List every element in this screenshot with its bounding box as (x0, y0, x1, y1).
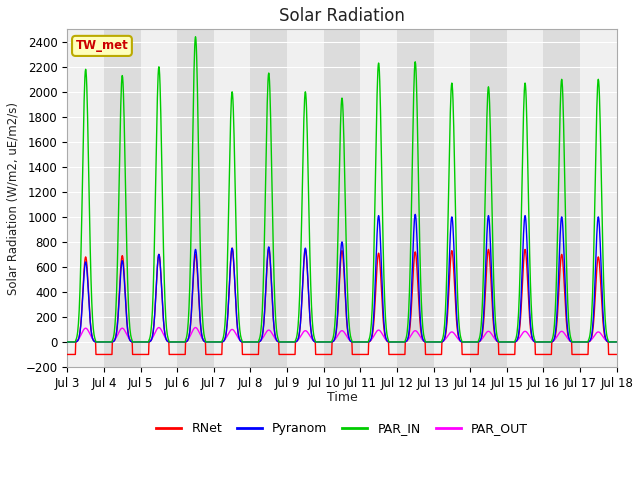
Bar (470, 29, 507, 367)
Bar (250, 29, 287, 367)
Bar (324, 29, 360, 367)
Bar (397, 29, 433, 367)
Bar (433, 29, 470, 367)
Bar (360, 29, 397, 367)
Bar (507, 29, 543, 367)
Bar (104, 29, 141, 367)
Bar (616, 29, 640, 367)
Bar (287, 29, 324, 367)
Bar (141, 29, 177, 367)
Bar (543, 29, 580, 367)
Legend: RNet, Pyranom, PAR_IN, PAR_OUT: RNet, Pyranom, PAR_IN, PAR_OUT (151, 417, 532, 440)
X-axis label: Time: Time (326, 391, 357, 404)
Bar (580, 29, 616, 367)
Bar (67, 29, 104, 367)
Title: Solar Radiation: Solar Radiation (279, 7, 405, 25)
Bar (177, 29, 214, 367)
Y-axis label: Solar Radiation (W/m2, uE/m2/s): Solar Radiation (W/m2, uE/m2/s) (7, 102, 20, 295)
Bar (214, 29, 250, 367)
Text: TW_met: TW_met (76, 39, 129, 52)
